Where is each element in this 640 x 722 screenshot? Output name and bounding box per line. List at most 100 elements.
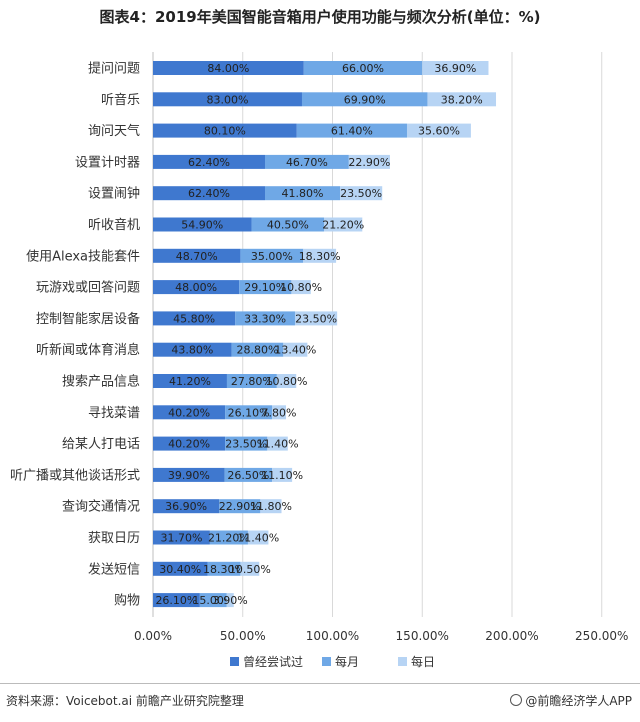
- legend-label: 曾经尝试过: [243, 654, 303, 669]
- data-label: 83.00%: [207, 93, 249, 106]
- category-label: 搜索产品信息: [62, 374, 140, 390]
- category-label: 寻找菜谱: [88, 406, 140, 421]
- data-label: 22.90%: [348, 156, 390, 169]
- category-label: 设置闹钟: [88, 186, 140, 202]
- data-label: 10.80%: [266, 375, 308, 388]
- bar-segment: [267, 436, 288, 451]
- bar-segment: [427, 92, 497, 107]
- bar-segment: [294, 311, 338, 326]
- bar-segment: [153, 405, 226, 420]
- data-label: 61.40%: [331, 125, 373, 138]
- bar-segment: [303, 61, 423, 75]
- data-label: 80.10%: [204, 125, 246, 138]
- category-label: 听新闻或体育消息: [36, 342, 140, 358]
- bar-segment: [153, 186, 266, 201]
- bar-segment: [406, 123, 471, 138]
- data-label: 10.50%: [229, 563, 271, 576]
- category-label: 查询交通情况: [62, 499, 140, 515]
- bar-segment: [422, 61, 489, 75]
- bar-segment: [153, 342, 232, 357]
- bar-segment: [240, 248, 304, 263]
- bar-segment: [153, 593, 200, 608]
- category-label: 购物: [114, 593, 140, 609]
- bar-segment: [265, 154, 349, 169]
- data-label: 48.00%: [175, 281, 217, 294]
- data-label: 43.80%: [171, 344, 213, 357]
- bar-segment: [153, 530, 210, 545]
- x-tick-label: 150.00%: [396, 629, 449, 643]
- data-label: 11.40%: [257, 438, 299, 451]
- bar-segment: [324, 217, 363, 232]
- data-label: 26.10%: [228, 406, 270, 419]
- category-label: 控制智能家居设备: [36, 311, 140, 327]
- category-label: 听收音机: [88, 217, 140, 233]
- data-label: 28.80%: [236, 344, 278, 357]
- data-label: 48.70%: [176, 250, 218, 263]
- bar-segment: [207, 561, 241, 576]
- data-label: 62.40%: [188, 187, 230, 200]
- bar-segment: [296, 123, 407, 138]
- data-label: 40.20%: [168, 406, 210, 419]
- data-label: 40.50%: [267, 219, 309, 232]
- data-label: 13.40%: [274, 344, 316, 357]
- category-label: 提问问题: [88, 61, 140, 77]
- bar-segment: [209, 530, 248, 545]
- category-label: 设置计时器: [75, 155, 140, 170]
- bar-segment: [153, 154, 266, 169]
- bar-segment: [303, 248, 337, 263]
- source-note: 资料来源：Voicebot.ai 前瞻产业研究院整理: [6, 694, 244, 708]
- bar-segment: [235, 311, 295, 326]
- data-label: 11.80%: [250, 500, 292, 513]
- legend-swatch: [230, 657, 239, 666]
- bar-segment: [276, 374, 297, 388]
- bar-segment: [272, 467, 293, 482]
- category-label: 听音乐: [101, 92, 140, 108]
- brand-logo-icon: [510, 694, 523, 706]
- data-label: 23.50%: [340, 187, 382, 200]
- legend-swatch: [398, 657, 407, 666]
- data-label: 38.20%: [441, 93, 483, 106]
- bar-segment: [153, 374, 227, 388]
- category-label: 玩游戏或回答问题: [36, 280, 140, 296]
- bar-segment: [340, 186, 383, 201]
- data-label: 84.00%: [207, 62, 249, 75]
- data-label: 54.90%: [181, 219, 223, 232]
- data-label: 23.50%: [295, 312, 337, 325]
- data-label: 3.90%: [213, 594, 248, 607]
- bar-segment: [219, 499, 261, 514]
- bar-segment: [153, 92, 302, 107]
- x-tick-label: 50.00%: [220, 629, 266, 643]
- category-label: 询问天气: [88, 123, 140, 139]
- data-label: 45.80%: [173, 312, 215, 325]
- category-label: 获取日历: [88, 531, 140, 546]
- bar-segment: [153, 561, 208, 576]
- x-tick-label: 100.00%: [306, 629, 359, 643]
- data-label: 41.20%: [169, 375, 211, 388]
- bar-segment: [260, 499, 282, 514]
- bar-segment: [301, 92, 428, 107]
- bar-segment: [231, 342, 284, 357]
- data-label: 10.80%: [280, 281, 322, 294]
- data-label: 40.20%: [168, 438, 210, 451]
- data-label: 31.70%: [160, 532, 202, 545]
- bar-segment: [226, 374, 277, 388]
- data-label: 41.80%: [282, 187, 324, 200]
- data-label: 11.10%: [261, 469, 303, 482]
- bar-segment: [240, 561, 260, 576]
- data-label: 36.90%: [434, 62, 476, 75]
- bar-segment: [247, 530, 269, 545]
- data-label: 18.30%: [299, 250, 341, 263]
- data-label: 23.50%: [225, 438, 267, 451]
- category-label: 发送短信: [88, 561, 140, 577]
- legend-swatch: [322, 657, 331, 666]
- data-label: 69.90%: [344, 93, 386, 106]
- bar-segment: [283, 342, 308, 357]
- data-label: 15.00%: [192, 594, 234, 607]
- data-label: 39.90%: [168, 469, 210, 482]
- data-label: 29.10%: [244, 281, 286, 294]
- data-label: 33.30%: [244, 312, 286, 325]
- data-label: 46.70%: [286, 156, 328, 169]
- category-label: 给某人打电话: [62, 437, 140, 452]
- bar-segment: [348, 154, 390, 169]
- legend-label: 每月: [335, 654, 359, 669]
